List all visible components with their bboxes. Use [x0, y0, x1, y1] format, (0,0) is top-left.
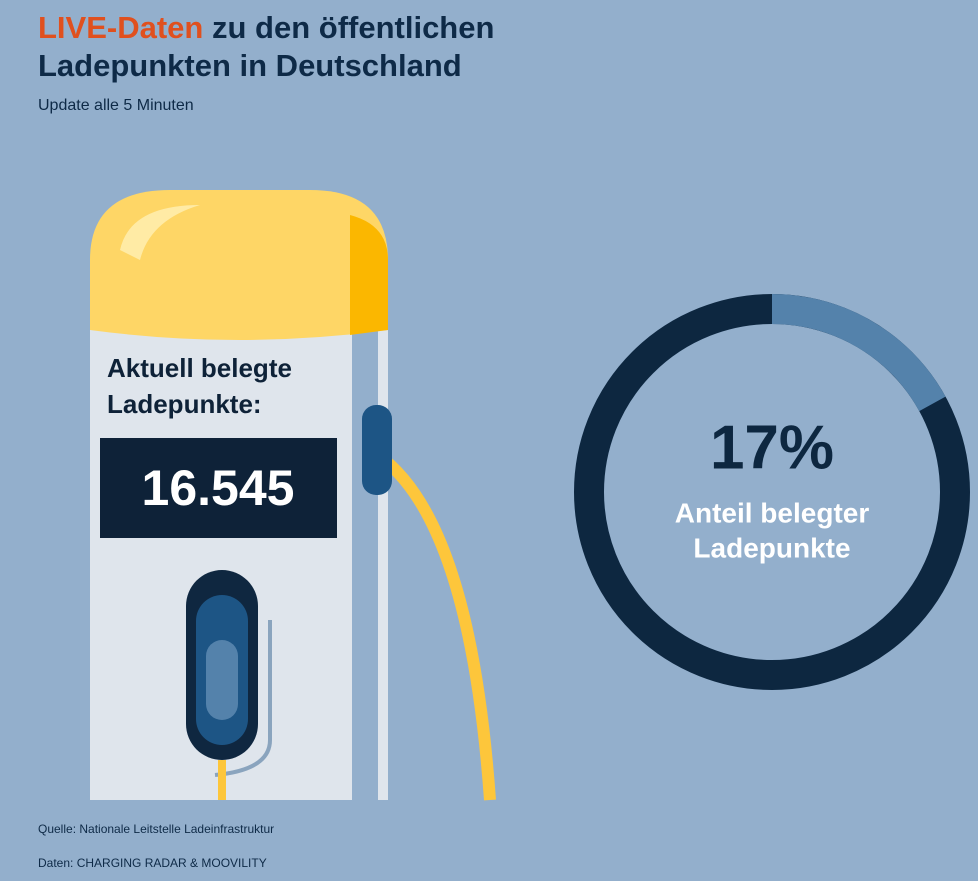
donut-caption: Ladepunkte — [693, 532, 850, 563]
donut-caption: Anteil belegter — [675, 497, 870, 528]
charger — [90, 190, 496, 801]
subtitle: Update alle 5 Minuten — [38, 97, 194, 114]
donut-segment — [771, 294, 946, 412]
title-highlight: LIVE-Daten — [38, 10, 203, 45]
data-credit: Daten: CHARGING RADAR & MOOVILITY — [38, 856, 267, 870]
counter-label: Aktuell belegte — [107, 353, 292, 383]
source: Quelle: Nationale Leitstelle Ladeinfrast… — [38, 822, 274, 836]
counter-value: 16.545 — [142, 460, 295, 516]
donut-value: 17% — [710, 413, 834, 482]
counter-label: Ladepunkte: — [107, 389, 262, 419]
title-rest: zu den öffentlichen — [212, 10, 494, 45]
title-line1: LIVE-Daten zu den öffentlichen — [38, 10, 494, 45]
title-line2: Ladepunkten in Deutschland — [38, 48, 462, 83]
counter-box — [100, 438, 337, 538]
